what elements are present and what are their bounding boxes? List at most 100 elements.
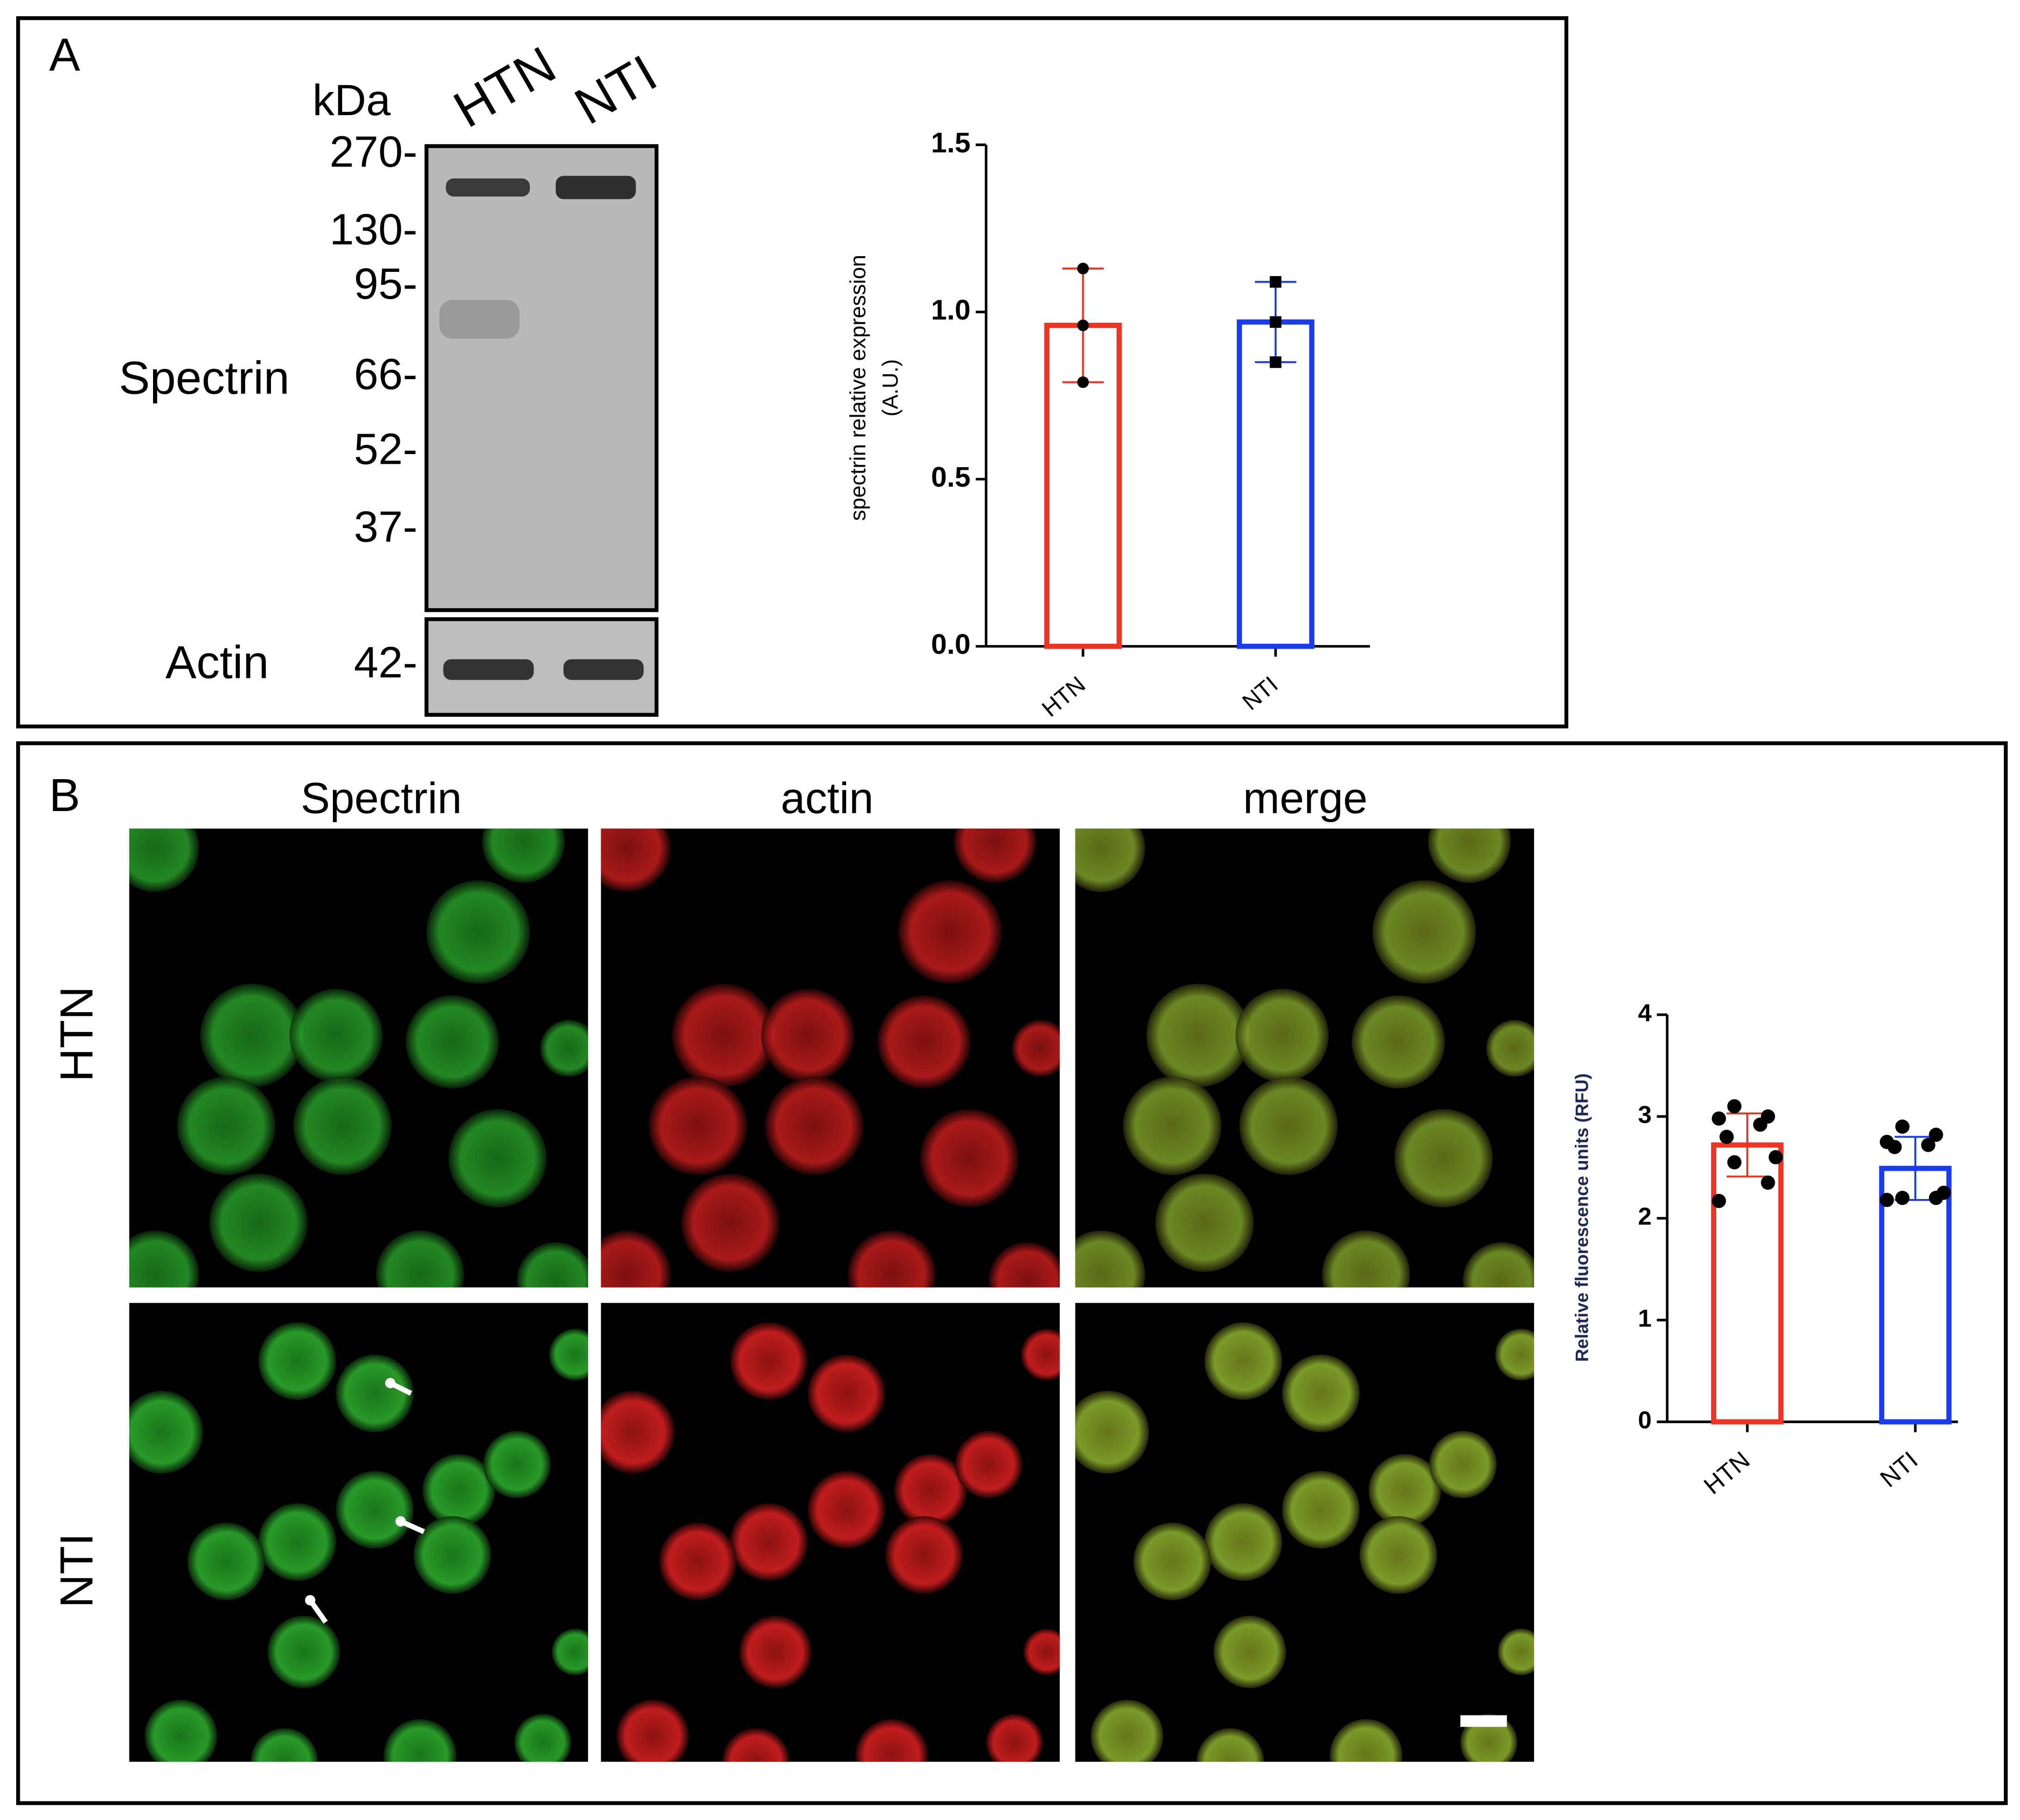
cell [808, 1471, 885, 1549]
cells [129, 1322, 588, 1762]
cell [808, 1354, 885, 1433]
cell [601, 1230, 671, 1288]
cell [1369, 1454, 1441, 1527]
data-point [1921, 1138, 1935, 1152]
cell [1133, 1522, 1211, 1600]
panel-label: A [49, 29, 80, 80]
y-tick-label: 0 [1638, 1407, 1652, 1434]
cell [659, 1522, 737, 1600]
marker-label: 37- [354, 502, 418, 551]
y-tick-label: 2 [1638, 1203, 1652, 1230]
column-label: Spectrin [301, 774, 462, 823]
cell [730, 1322, 808, 1400]
cell [894, 1454, 967, 1527]
blot-band [446, 178, 530, 197]
cell [601, 828, 671, 892]
cell [187, 1522, 265, 1600]
cell [1282, 1354, 1360, 1433]
data-point [1895, 1191, 1910, 1205]
data-point [1712, 1111, 1726, 1126]
cell [672, 984, 776, 1087]
cell [1429, 1431, 1497, 1498]
cell [765, 1076, 864, 1175]
cell [1359, 1516, 1437, 1594]
blot-band [563, 659, 644, 680]
cell [258, 1503, 336, 1581]
cell [200, 984, 304, 1087]
y-tick-label: 1 [1638, 1305, 1652, 1332]
data-point [1895, 1119, 1910, 1134]
column-label: actin [781, 774, 874, 823]
blot-band [443, 659, 534, 680]
cell [251, 1728, 318, 1762]
x-tick-label: NTI [1237, 671, 1283, 715]
panel-label: B [49, 769, 80, 821]
cell [517, 1242, 588, 1288]
blot-unit: kDa [313, 76, 391, 125]
cell [258, 1322, 336, 1400]
panel-b-frame [16, 741, 2008, 1805]
cell [293, 1076, 392, 1175]
data-point [1887, 1140, 1902, 1154]
cells [601, 828, 1060, 1288]
cell [730, 1503, 808, 1581]
cell [1075, 1390, 1149, 1474]
cell [426, 880, 530, 984]
marker-label: 42- [354, 638, 418, 687]
cell [616, 1699, 689, 1762]
cell [1322, 1230, 1410, 1288]
column-label: merge [1243, 774, 1368, 823]
cell [953, 828, 1037, 883]
cell [1075, 828, 1145, 892]
y-tick-label: 3 [1638, 1101, 1652, 1129]
cell [1394, 1109, 1493, 1207]
cell [885, 1516, 963, 1594]
blot-label: Spectrin [119, 352, 289, 404]
cell [145, 1699, 217, 1762]
cell [1021, 1328, 1060, 1381]
cells [1075, 1322, 1534, 1762]
cell [761, 989, 854, 1082]
cell [1204, 1503, 1282, 1581]
bar [1879, 1166, 1952, 1425]
cell [448, 1109, 547, 1207]
cell [1330, 1719, 1402, 1762]
y-tick-label: 0.5 [931, 461, 970, 493]
cell [549, 1328, 588, 1381]
data-point [1879, 1193, 1894, 1207]
cell [289, 989, 383, 1082]
cell [986, 1714, 1043, 1762]
cell [1463, 1242, 1534, 1288]
cell [129, 828, 199, 892]
cell [1235, 989, 1329, 1082]
y-axis-label: (A.U.) [878, 359, 903, 417]
arrow-head [305, 1595, 316, 1605]
cell [877, 995, 971, 1088]
cell [1428, 828, 1511, 883]
row-label: HTN [51, 986, 103, 1082]
arrow-head [385, 1377, 396, 1389]
x-tick-label: NTI [1875, 1446, 1923, 1493]
cell [1498, 1629, 1534, 1675]
cell [1204, 1322, 1282, 1400]
y-axis-label: Relative fluorescence units (RFU) [1572, 1073, 1592, 1362]
data-point [1077, 263, 1089, 275]
blot-label: Actin [166, 636, 269, 688]
cells [1075, 828, 1534, 1288]
cells [601, 1322, 1060, 1762]
blot-band [555, 176, 636, 199]
data-point [1077, 376, 1089, 388]
data-point [1077, 320, 1089, 332]
y-tick-label: 0.0 [931, 628, 970, 660]
cell [1012, 1020, 1060, 1077]
cell [681, 1174, 780, 1272]
cell [336, 1471, 414, 1549]
cell [1197, 1728, 1264, 1762]
cell [1146, 984, 1250, 1087]
cell [1155, 1174, 1254, 1272]
cells [129, 828, 588, 1288]
cell [1495, 1328, 1534, 1381]
data-point [1712, 1193, 1726, 1208]
data-point [1753, 1117, 1768, 1132]
data-point [1928, 1127, 1943, 1142]
